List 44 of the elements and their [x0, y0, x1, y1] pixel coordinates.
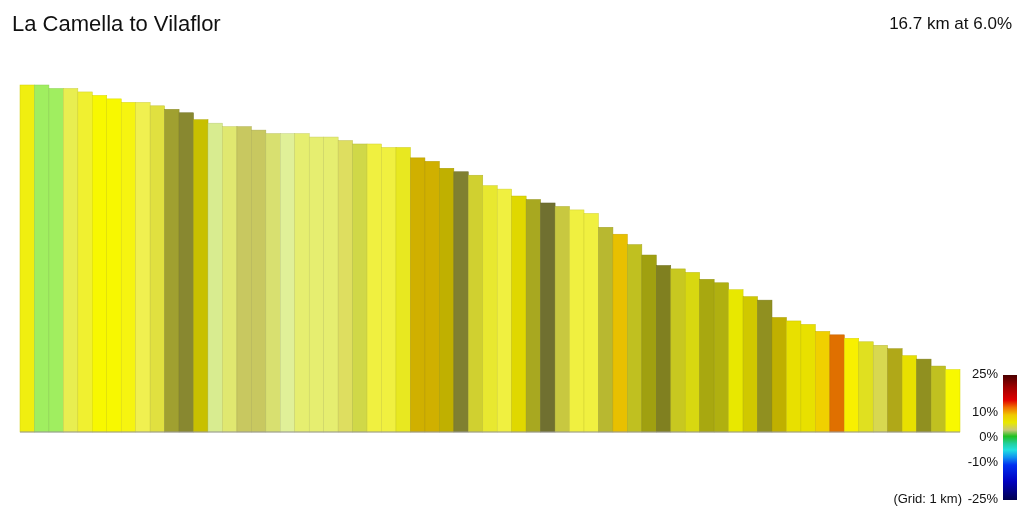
bar	[120, 102, 136, 433]
bar	[525, 199, 541, 433]
bar	[901, 355, 917, 433]
bar	[63, 88, 79, 433]
bar	[19, 84, 35, 433]
bar	[77, 91, 93, 433]
bar	[930, 365, 946, 433]
chart-title: La Camella to Vilaflor	[12, 11, 221, 36]
bar	[496, 188, 512, 433]
bar	[337, 140, 353, 433]
bar	[872, 345, 888, 433]
bar	[844, 338, 860, 433]
bar	[771, 317, 787, 433]
bar	[815, 331, 831, 433]
color-bar-label: 25%	[971, 366, 999, 382]
bar	[598, 227, 614, 433]
bar	[265, 133, 281, 433]
bar	[916, 358, 932, 433]
bar	[453, 171, 469, 433]
bar	[352, 143, 368, 433]
bar	[135, 102, 151, 433]
bar	[656, 265, 672, 433]
bar	[395, 147, 411, 433]
bar	[684, 272, 700, 433]
color-bar-label: 0%	[979, 428, 999, 444]
bar	[540, 202, 556, 433]
bar	[511, 195, 527, 433]
bar	[945, 369, 961, 433]
bar	[612, 233, 628, 433]
bar	[280, 133, 296, 433]
bar	[439, 168, 455, 433]
bar	[670, 268, 686, 433]
bar	[207, 122, 223, 433]
color-bar-label: 10%	[971, 403, 999, 419]
color-bar-label: -10%	[967, 453, 999, 469]
bar	[858, 341, 874, 433]
text: (Grid: 1 km)	[893, 491, 962, 507]
bar	[887, 348, 903, 433]
bar	[149, 105, 165, 433]
bar	[757, 299, 773, 433]
chart-subtitle: 16.7 km at 6.0%	[889, 14, 1012, 33]
bar	[193, 119, 209, 433]
bar	[829, 334, 845, 433]
color-bar-label: -25%	[967, 491, 999, 507]
